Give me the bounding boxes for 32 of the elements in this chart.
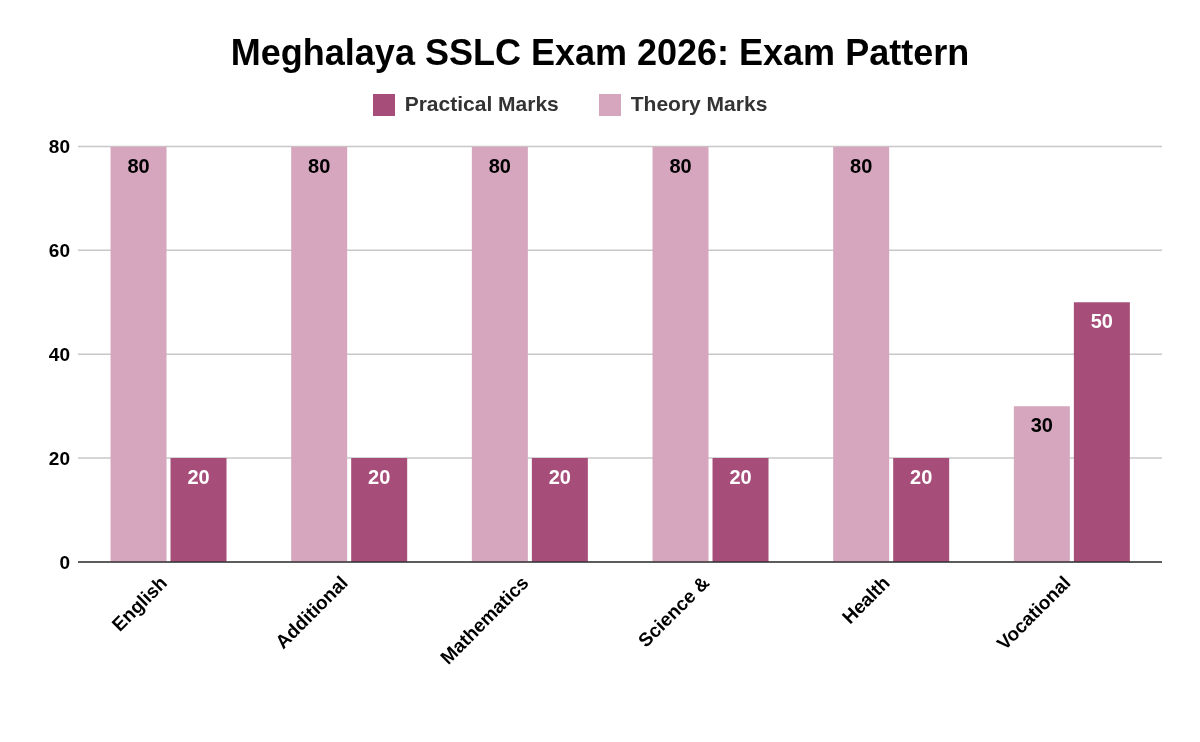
bar [1073, 302, 1130, 562]
bar [893, 458, 950, 562]
bar [351, 458, 408, 562]
data-label: 30 [1030, 414, 1053, 437]
y-tick-label: 20 [48, 447, 70, 469]
bar [652, 146, 709, 562]
data-label: 80 [127, 154, 150, 177]
bar [712, 458, 769, 562]
data-label: 20 [910, 466, 933, 489]
data-label: 80 [850, 154, 873, 177]
bar [1013, 406, 1070, 562]
data-label: 80 [308, 154, 331, 177]
y-tick-label: 0 [59, 551, 70, 573]
data-label: 50 [1090, 310, 1113, 333]
y-tick-label: 60 [48, 240, 70, 262]
data-label: 80 [488, 154, 511, 177]
bar [531, 458, 588, 562]
bar [833, 146, 890, 562]
y-tick-label: 40 [48, 343, 70, 365]
bar [170, 458, 227, 562]
data-label: 20 [548, 466, 571, 489]
chart-title: Meghalaya SSLC Exam 2026: Exam Pattern [229, 32, 971, 75]
legend-label: Practical Marks [404, 92, 559, 115]
data-label: 20 [368, 466, 391, 489]
legend-label: Theory Marks [630, 92, 768, 115]
data-label: 80 [669, 154, 692, 177]
bar [291, 146, 348, 562]
data-label: 20 [729, 466, 752, 489]
bar [471, 146, 528, 562]
y-tick-label: 80 [48, 136, 70, 158]
data-label: 20 [187, 466, 210, 489]
bar [110, 146, 167, 562]
